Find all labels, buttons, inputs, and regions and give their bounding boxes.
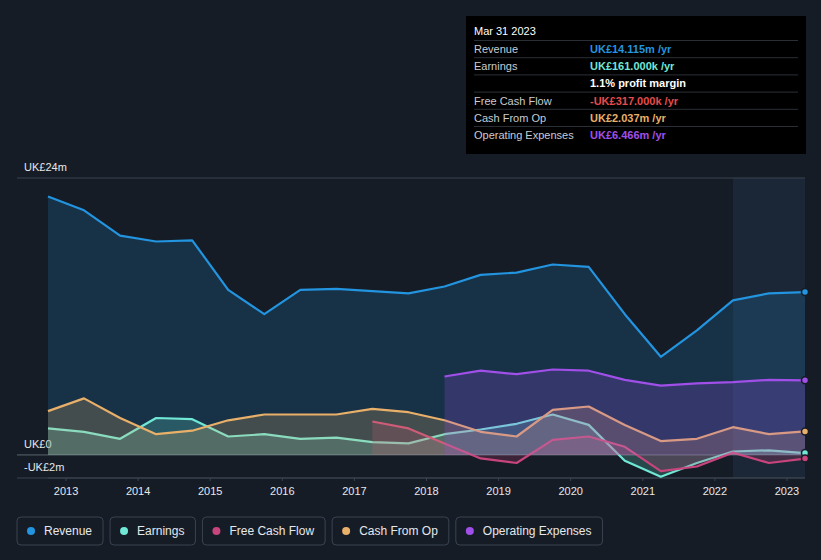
x-tick bbox=[354, 478, 355, 481]
legend-label: Free Cash Flow bbox=[229, 524, 314, 538]
end-point bbox=[802, 377, 809, 384]
x-tick-label: 2023 bbox=[775, 485, 799, 497]
tooltip-sep bbox=[474, 126, 798, 127]
plot-area bbox=[48, 197, 805, 477]
legend-label: Operating Expenses bbox=[483, 524, 592, 538]
series-area bbox=[48, 197, 805, 455]
legend-swatch bbox=[120, 527, 128, 535]
x-tick bbox=[138, 478, 139, 481]
tooltip-title: Mar 31 2023 bbox=[474, 25, 536, 37]
legend-box bbox=[456, 517, 603, 545]
x-tick bbox=[210, 478, 211, 481]
legend-swatch bbox=[27, 527, 35, 535]
x-tick-label: 2018 bbox=[414, 485, 438, 497]
tooltip-label: Revenue bbox=[474, 43, 518, 55]
legend-box bbox=[202, 517, 325, 545]
legend-box bbox=[17, 517, 103, 545]
end-point bbox=[802, 289, 809, 296]
legend-box bbox=[332, 517, 449, 545]
series-line bbox=[445, 370, 806, 386]
x-tick-label: 2021 bbox=[631, 485, 655, 497]
grid-line bbox=[17, 478, 805, 479]
legend-label: Earnings bbox=[137, 524, 184, 538]
x-tick-label: 2013 bbox=[54, 485, 78, 497]
tooltip-label: Operating Expenses bbox=[474, 129, 574, 141]
x-tick bbox=[714, 478, 715, 481]
tooltip-value: UK£2.037m /yr bbox=[590, 112, 667, 124]
x-tick bbox=[66, 478, 67, 481]
x-tick-label: 2022 bbox=[703, 485, 727, 497]
legend-box bbox=[110, 517, 195, 545]
grid-line bbox=[17, 178, 805, 179]
y-tick-label: -UK£2m bbox=[24, 461, 64, 473]
tooltip-value: UK£14.115m /yr bbox=[590, 43, 672, 55]
x-tick bbox=[786, 478, 787, 481]
x-tick-label: 2017 bbox=[342, 485, 366, 497]
tooltip-value: -UK£317.000k /yr bbox=[590, 95, 679, 107]
x-tick-label: 2016 bbox=[270, 485, 294, 497]
chart: -UK£2m UK£0 UK£24m 2013 2014 2015 2016 2017 2018… bbox=[0, 0, 821, 560]
legend-item: Revenue bbox=[17, 517, 103, 545]
background bbox=[0, 0, 821, 560]
end-point bbox=[802, 428, 809, 435]
x-tick bbox=[570, 478, 571, 481]
tooltip-bg bbox=[466, 16, 806, 154]
y-tick-label: UK£0 bbox=[24, 438, 52, 450]
tooltip-label: Earnings bbox=[474, 60, 518, 72]
tooltip-label: Cash From Op bbox=[474, 112, 546, 124]
tooltip-value: 1.1% profit margin bbox=[590, 77, 686, 89]
legend-swatch bbox=[212, 527, 220, 535]
x-tick-label: 2015 bbox=[198, 485, 222, 497]
legend-item: Earnings bbox=[110, 517, 195, 545]
legend-swatch bbox=[466, 527, 474, 535]
tooltip-value: UK£6.466m /yr bbox=[590, 129, 667, 141]
tooltip-sep bbox=[474, 74, 798, 75]
y-tick-label: UK£24m bbox=[24, 161, 67, 173]
legend-swatch bbox=[342, 527, 350, 535]
legend-label: Revenue bbox=[44, 524, 92, 538]
x-tick-label: 2014 bbox=[126, 485, 150, 497]
x-tick bbox=[642, 478, 643, 481]
tooltip: Mar 31 2023 Revenue UK£14.115m /yr Earnings… bbox=[466, 16, 806, 154]
x-tick-label: 2020 bbox=[558, 485, 582, 497]
series-line bbox=[48, 197, 805, 357]
tooltip-sep bbox=[474, 40, 798, 41]
tooltip-sep bbox=[474, 57, 798, 58]
tooltip-value: UK£161.000k /yr bbox=[590, 60, 675, 72]
x-tick bbox=[282, 478, 283, 481]
legend-item: Free Cash Flow bbox=[202, 517, 325, 545]
x-tick bbox=[498, 478, 499, 481]
legend-item: Operating Expenses bbox=[456, 517, 603, 545]
x-tick bbox=[426, 478, 427, 481]
series-area bbox=[445, 370, 806, 455]
tooltip-sep bbox=[474, 109, 798, 110]
tooltip-label: Free Cash Flow bbox=[474, 95, 552, 107]
x-tick-label: 2019 bbox=[486, 485, 510, 497]
tooltip-sep bbox=[474, 92, 798, 93]
legend-item: Cash From Op bbox=[332, 517, 449, 545]
legend-label: Cash From Op bbox=[359, 524, 438, 538]
end-point bbox=[802, 455, 809, 462]
